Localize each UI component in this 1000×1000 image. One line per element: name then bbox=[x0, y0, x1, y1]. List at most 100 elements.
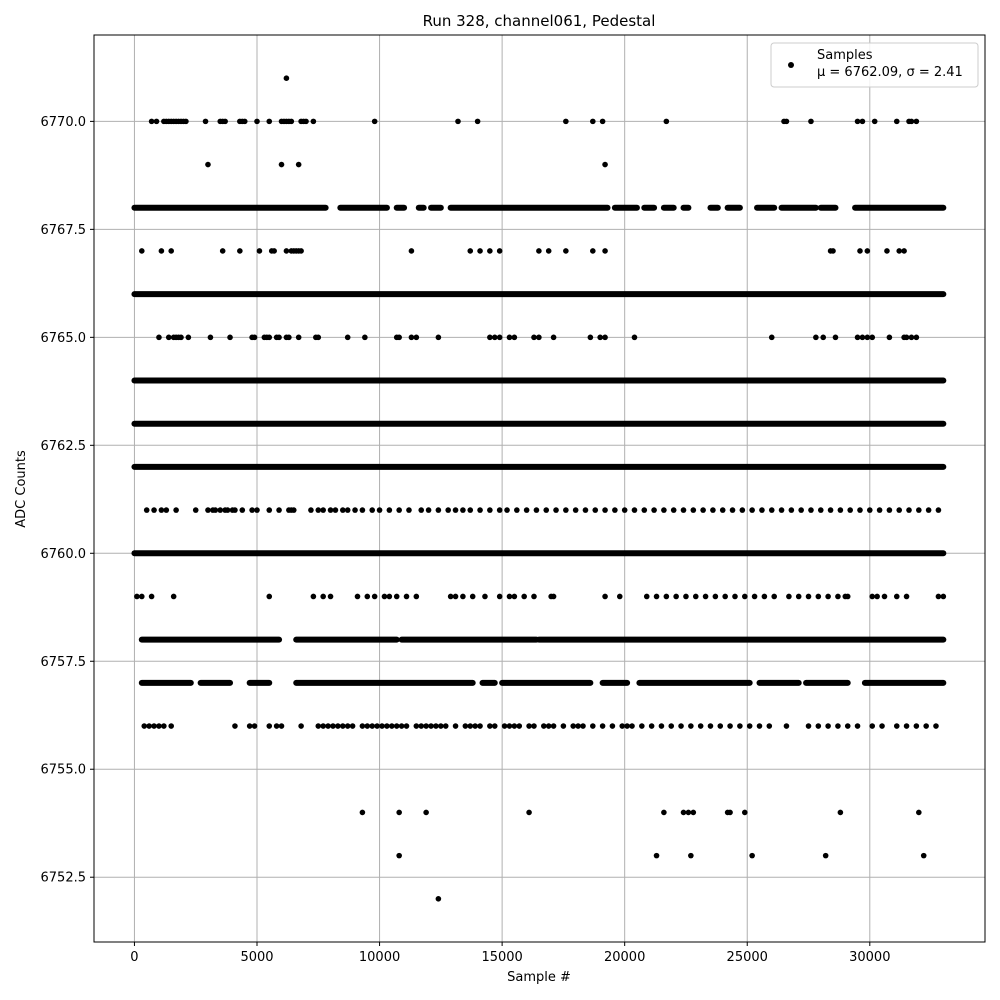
sample-point bbox=[156, 334, 162, 341]
x-tick-label: 15000 bbox=[481, 950, 522, 965]
sample-point bbox=[871, 118, 878, 125]
legend-series-name: Samples bbox=[817, 48, 873, 63]
sample-point bbox=[553, 507, 559, 513]
sample-point bbox=[327, 593, 334, 600]
sample-point bbox=[651, 507, 657, 513]
sample-point bbox=[396, 334, 402, 341]
sample-point bbox=[913, 723, 920, 729]
sample-point bbox=[246, 723, 253, 729]
sample-point bbox=[786, 593, 792, 600]
sample-point bbox=[151, 507, 157, 513]
sample-point bbox=[491, 723, 498, 729]
sample-point bbox=[857, 507, 863, 513]
sample-point bbox=[205, 161, 211, 168]
sample-point bbox=[153, 118, 160, 125]
sample-point bbox=[881, 593, 888, 600]
sample-point bbox=[165, 334, 172, 341]
sample-point bbox=[389, 723, 395, 729]
sample-point bbox=[830, 248, 836, 254]
sample-point bbox=[462, 723, 469, 729]
sample-point bbox=[817, 507, 824, 513]
sample-point bbox=[795, 593, 802, 600]
sample-point bbox=[148, 593, 155, 600]
sample-point bbox=[506, 593, 513, 600]
sample-point bbox=[496, 507, 503, 513]
sample-point bbox=[295, 161, 302, 168]
sample-point bbox=[668, 723, 675, 729]
sample-point bbox=[631, 334, 638, 341]
y-axis-ticks: 6752.5 6755.0 6757.5 6760.0 6762.5 6765.0 6767… bbox=[41, 115, 94, 886]
sample-point bbox=[148, 118, 155, 125]
sample-point bbox=[916, 507, 922, 513]
sample-point bbox=[506, 723, 513, 729]
sample-point bbox=[138, 248, 145, 254]
sample-point bbox=[335, 723, 341, 729]
sample-point bbox=[710, 507, 716, 513]
sample-point bbox=[808, 507, 814, 513]
x-tick-label: 5000 bbox=[240, 950, 273, 965]
sample-point bbox=[418, 507, 425, 513]
sample-point bbox=[435, 334, 442, 341]
sample-point bbox=[455, 118, 461, 125]
sample-point bbox=[869, 723, 876, 729]
sample-point bbox=[487, 723, 493, 729]
sample-point bbox=[903, 593, 910, 600]
sample-point bbox=[232, 723, 238, 729]
sample-point bbox=[920, 852, 927, 859]
sample-point bbox=[864, 248, 871, 254]
sample-point bbox=[859, 118, 866, 125]
sample-point bbox=[661, 809, 667, 816]
sample-point bbox=[310, 118, 317, 125]
sample-point bbox=[592, 507, 599, 513]
sample-point bbox=[477, 723, 483, 729]
sample-point bbox=[146, 723, 152, 729]
sample-point bbox=[173, 507, 179, 513]
sample-point bbox=[550, 593, 557, 600]
sample-point bbox=[183, 118, 189, 125]
y-tick-label: 6752.5 bbox=[41, 871, 87, 886]
sample-point bbox=[487, 507, 493, 513]
sample-point bbox=[369, 507, 376, 513]
sample-point bbox=[315, 723, 322, 729]
sample-point bbox=[545, 723, 552, 729]
sample-point bbox=[631, 507, 638, 513]
sample-point bbox=[739, 507, 746, 513]
sample-point bbox=[452, 507, 459, 513]
sample-point bbox=[688, 852, 694, 859]
sample-point bbox=[406, 507, 412, 513]
sample-point bbox=[369, 723, 376, 729]
sample-point bbox=[719, 507, 726, 513]
sample-point bbox=[266, 507, 273, 513]
sample-point bbox=[641, 507, 648, 513]
sample-point bbox=[156, 723, 162, 729]
sample-point bbox=[381, 593, 388, 600]
y-tick-label: 6762.5 bbox=[41, 439, 87, 454]
sample-point bbox=[903, 723, 910, 729]
sample-point bbox=[788, 507, 795, 513]
sample-point bbox=[170, 593, 177, 600]
sample-point bbox=[717, 723, 724, 729]
sample-point bbox=[688, 723, 694, 729]
sample-point bbox=[344, 723, 351, 729]
sample-point bbox=[680, 809, 687, 816]
sample-point bbox=[837, 507, 844, 513]
sample-point bbox=[151, 723, 157, 729]
sample-point bbox=[759, 507, 765, 513]
sample-point bbox=[362, 334, 368, 341]
sample-point bbox=[729, 507, 736, 513]
sample-point bbox=[435, 896, 442, 902]
sample-point bbox=[835, 593, 841, 600]
sample-point bbox=[487, 248, 493, 254]
x-tick-label: 0 bbox=[130, 950, 138, 965]
sample-point bbox=[192, 507, 199, 513]
sample-point bbox=[239, 507, 246, 513]
sample-point bbox=[526, 723, 532, 729]
sample-point bbox=[359, 809, 366, 816]
sample-point bbox=[283, 248, 290, 254]
sample-point bbox=[854, 118, 861, 125]
sample-point bbox=[477, 507, 483, 513]
sample-point bbox=[916, 809, 922, 816]
sample-point bbox=[413, 593, 420, 600]
sample-point bbox=[435, 507, 442, 513]
sample-point bbox=[487, 334, 493, 341]
